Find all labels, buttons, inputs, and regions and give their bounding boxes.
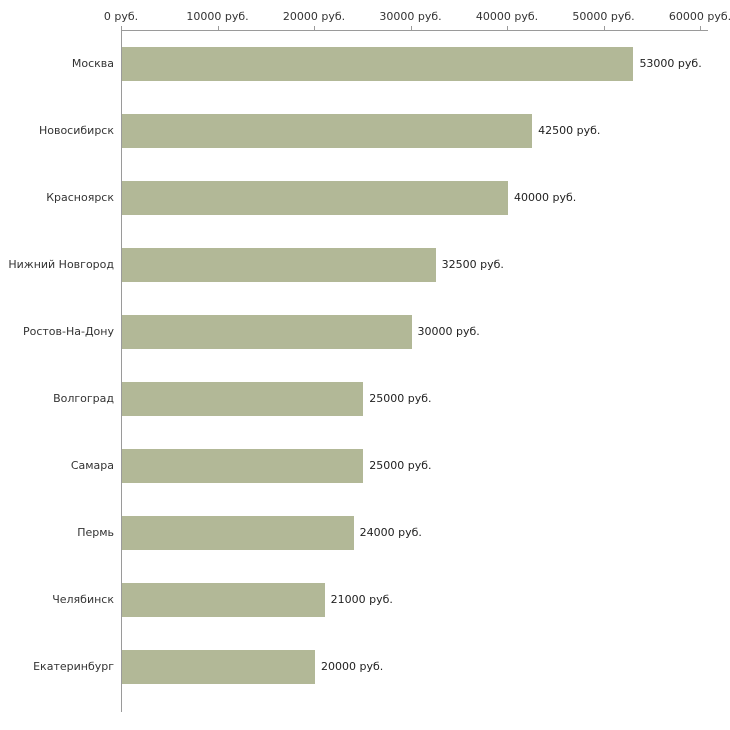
category-label: Москва xyxy=(71,56,114,70)
value-label: 20000 руб. xyxy=(321,659,384,673)
bar xyxy=(122,649,315,684)
category-label: Екатеринбург xyxy=(33,659,114,673)
y-axis-line xyxy=(121,30,122,712)
category-label: Ростов-На-Дону xyxy=(22,324,114,338)
bar xyxy=(122,180,508,215)
value-label: 25000 руб. xyxy=(369,458,432,472)
x-axis-tick-label: 0 руб. xyxy=(103,10,139,23)
category-label: Самара xyxy=(70,458,114,472)
value-label: 24000 руб. xyxy=(359,525,422,539)
bar xyxy=(122,247,436,282)
x-axis-tick-mark xyxy=(603,26,605,30)
category-label: Волгоград xyxy=(53,391,114,405)
x-axis-tick-label: 20000 руб. xyxy=(282,10,346,23)
bar xyxy=(122,515,354,550)
x-axis-tick-mark xyxy=(217,26,219,30)
value-label: 53000 руб. xyxy=(639,56,702,70)
bar xyxy=(122,381,364,416)
value-label: 25000 руб. xyxy=(369,391,432,405)
bar xyxy=(122,582,325,617)
x-axis-tick-mark xyxy=(700,26,701,30)
x-axis-tick-mark xyxy=(121,26,122,30)
category-label: Пермь xyxy=(77,525,114,539)
category-label: Красноярск xyxy=(46,190,114,204)
value-label: 30000 руб. xyxy=(417,324,480,338)
x-axis-tick-label: 30000 руб. xyxy=(379,10,442,23)
bar xyxy=(122,46,634,81)
bar xyxy=(122,113,533,148)
x-axis-tick-label: 50000 руб. xyxy=(572,10,635,23)
bar xyxy=(122,448,364,483)
value-label: 32500 руб. xyxy=(441,257,504,271)
x-axis-tick-mark xyxy=(410,26,412,30)
x-axis-tick-mark xyxy=(314,26,315,30)
category-label: Новосибирск xyxy=(38,123,114,137)
category-label: Челябинск xyxy=(52,592,114,606)
x-axis-tick-label: 60000 руб. xyxy=(668,10,730,23)
value-label: 40000 руб. xyxy=(514,190,577,204)
value-label: 42500 руб. xyxy=(538,123,601,137)
x-axis-tick-label: 40000 руб. xyxy=(475,10,539,23)
value-label: 21000 руб. xyxy=(330,592,393,606)
x-axis-tick-mark xyxy=(507,26,508,30)
x-axis-line xyxy=(121,30,708,31)
category-label: Нижний Новгород xyxy=(8,257,114,271)
bar xyxy=(122,314,412,349)
x-axis-tick-label: 10000 руб. xyxy=(186,10,249,23)
